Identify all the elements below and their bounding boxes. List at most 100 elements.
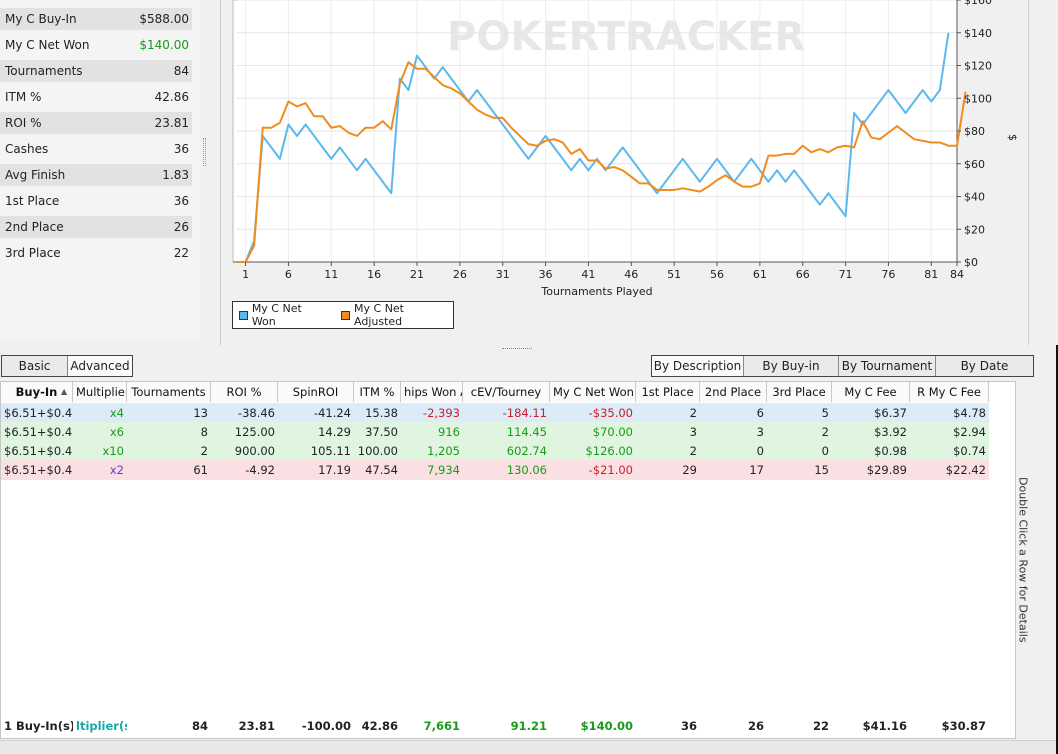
results-table: Buy-In Multiplier Tournaments ROI % SpinROI I… bbox=[0, 381, 1016, 739]
stat-value: 22 bbox=[173, 246, 189, 260]
x-tick-label: 66 bbox=[796, 268, 810, 281]
table-cell: $3.92 bbox=[874, 425, 907, 439]
stat-label: Avg Finish bbox=[5, 168, 66, 182]
x-tick-label: 31 bbox=[496, 268, 510, 281]
x-tick-label: 84 bbox=[950, 268, 964, 281]
stat-label: My C Net Won bbox=[5, 38, 90, 52]
tab-by-tournament[interactable]: By Tournament bbox=[839, 356, 936, 376]
footer-cell: $30.87 bbox=[941, 719, 986, 733]
table-cell: 0 bbox=[821, 444, 829, 458]
table-cell: -$35.00 bbox=[588, 406, 633, 420]
legend-label-net-adjusted: My C Net Adjusted bbox=[354, 302, 404, 328]
column-header[interactable]: 2nd Place bbox=[700, 382, 767, 402]
tab-by-date[interactable]: By Date bbox=[960, 359, 1009, 373]
watermark-text: POKERTRACKER bbox=[447, 14, 805, 60]
footer-cell: 26 bbox=[747, 719, 764, 733]
tab-by-buy-in[interactable]: By Buy-in bbox=[744, 356, 839, 376]
x-tick-label: 56 bbox=[710, 268, 724, 281]
stat-value: $140.00 bbox=[139, 38, 189, 52]
y-tick-label: $80 bbox=[964, 125, 985, 138]
footer-cell: 22 bbox=[812, 719, 829, 733]
right-edge-panel bbox=[1028, 0, 1058, 345]
stat-label: Cashes bbox=[5, 142, 49, 156]
vertical-splitter-handle[interactable] bbox=[203, 138, 206, 166]
column-header[interactable]: ROI % bbox=[211, 382, 278, 402]
table-cell: $6.51+$0.49 bbox=[4, 444, 73, 458]
table-row[interactable]: $6.51+$0.49 x10 2 900.00 105.11 100.00 1,205 60… bbox=[1, 441, 989, 461]
stat-label: 2nd Place bbox=[5, 220, 64, 234]
stat-value: 42.86 bbox=[154, 90, 189, 104]
stats-panel: My C Buy-In $588.00 My C Net Won $140.00 Tou… bbox=[0, 0, 200, 340]
table-cell: $4.78 bbox=[953, 406, 986, 420]
table-cell: -2,393 bbox=[422, 406, 460, 420]
series-line-net-adjusted bbox=[237, 61, 967, 263]
footer-cell: 84 bbox=[191, 719, 208, 733]
table-row[interactable]: $6.51+$0.49 x6 8 125.00 14.29 37.50 916 114.45 $… bbox=[1, 422, 989, 442]
table-cell: $6.51+$0.49 bbox=[4, 463, 73, 477]
stat-value: 26 bbox=[173, 220, 189, 234]
table-cell: 17.19 bbox=[318, 463, 351, 477]
table-cell: -4.92 bbox=[245, 463, 275, 477]
stat-row: ITM % 42.86 bbox=[0, 86, 192, 108]
stat-row: 2nd Place 26 bbox=[0, 216, 192, 238]
tab-basic[interactable]: Basic bbox=[2, 356, 68, 376]
column-header[interactable]: SpinROI bbox=[278, 382, 354, 402]
y-tick-label: $140 bbox=[964, 27, 992, 40]
x-tick-label: 26 bbox=[453, 268, 467, 281]
x-axis-label: Tournaments Played bbox=[540, 285, 652, 298]
x-tick-label: 51 bbox=[667, 268, 681, 281]
column-header[interactable]: R My C Fee bbox=[910, 382, 989, 402]
stat-value: $588.00 bbox=[139, 12, 189, 26]
stat-row: My C Buy-In $588.00 bbox=[0, 8, 192, 30]
table-cell: 47.54 bbox=[365, 463, 398, 477]
chart-legend: My C Net Won My C Net Adjusted bbox=[232, 301, 454, 329]
column-header[interactable]: Buy-In bbox=[1, 382, 73, 402]
y-tick-label: $40 bbox=[964, 191, 985, 204]
tab-by-description[interactable]: By Description bbox=[652, 356, 744, 376]
y-tick-label: $0 bbox=[964, 256, 978, 269]
column-header[interactable]: 3rd Place bbox=[767, 382, 832, 402]
y-tick-label: $160 bbox=[964, 0, 992, 7]
legend-item-net-adjusted: My C Net Adjusted bbox=[341, 302, 453, 328]
stat-label: ITM % bbox=[5, 90, 42, 104]
column-header[interactable]: Multiplier bbox=[73, 382, 127, 402]
table-cell: 916 bbox=[438, 425, 460, 439]
column-header[interactable]: Tournaments bbox=[127, 382, 211, 402]
table-cell: 14.29 bbox=[318, 425, 351, 439]
horizontal-splitter-handle[interactable] bbox=[502, 348, 532, 351]
x-tick-label: 6 bbox=[285, 268, 292, 281]
table-row[interactable]: $6.51+$0.49 x4 13 -38.46 -41.24 15.38 -2,393 -1… bbox=[1, 403, 989, 423]
column-header[interactable]: hips Won A bbox=[401, 382, 463, 402]
stat-row: 1st Place 36 bbox=[0, 190, 192, 212]
table-cell: x2 bbox=[109, 463, 124, 477]
stat-label: 3rd Place bbox=[5, 246, 61, 260]
column-header[interactable]: My C Net Won bbox=[550, 382, 636, 402]
tab-advanced[interactable]: Advanced bbox=[68, 356, 132, 376]
table-cell: -41.24 bbox=[313, 406, 351, 420]
column-header[interactable]: cEV/Tourney bbox=[463, 382, 550, 402]
column-header[interactable]: 1st Place bbox=[636, 382, 700, 402]
table-cell: 2 bbox=[689, 444, 697, 458]
table-row[interactable]: $6.51+$0.49 x2 61 -4.92 17.19 47.54 7,934 130.0… bbox=[1, 460, 989, 480]
stat-value: 84 bbox=[173, 64, 189, 78]
table-cell: $0.98 bbox=[874, 444, 907, 458]
table-cell: $70.00 bbox=[592, 425, 633, 439]
legend-swatch-net-won bbox=[239, 310, 248, 320]
table-cell: 105.11 bbox=[310, 444, 351, 458]
table-cell: 100.00 bbox=[357, 444, 398, 458]
table-header-row: Buy-In Multiplier Tournaments ROI % SpinROI I… bbox=[1, 382, 989, 402]
column-header[interactable]: ITM % bbox=[354, 382, 401, 402]
stat-label: My C Buy-In bbox=[5, 12, 77, 26]
y-axis-label: $ bbox=[1006, 134, 1019, 141]
table-cell: $0.74 bbox=[953, 444, 986, 458]
table-cell: 3 bbox=[756, 425, 764, 439]
x-tick-label: 71 bbox=[839, 268, 853, 281]
y-tick-label: $60 bbox=[964, 158, 985, 171]
column-header[interactable]: My C Fee bbox=[832, 382, 910, 402]
stat-label: ROI % bbox=[5, 116, 42, 130]
footer-cell: -100.00 bbox=[301, 719, 351, 733]
x-tick-label: 11 bbox=[324, 268, 338, 281]
table-cell: 2 bbox=[689, 406, 697, 420]
table-cell: 5 bbox=[821, 406, 829, 420]
